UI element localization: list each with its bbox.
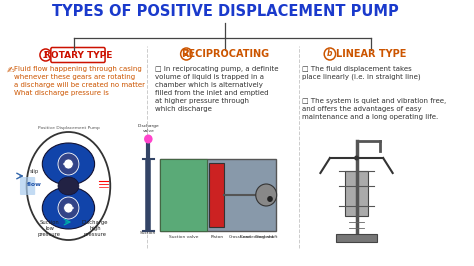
Text: Fluid flow happening through casing
whenever these gears are rotating
a discharg: Fluid flow happening through casing when…: [14, 66, 145, 96]
Circle shape: [354, 156, 359, 160]
Text: Suction valve: Suction valve: [169, 235, 198, 239]
Circle shape: [256, 184, 277, 206]
Circle shape: [58, 197, 79, 219]
Text: Positive Displacement Pump: Positive Displacement Pump: [37, 126, 100, 130]
Text: 1: 1: [43, 51, 48, 60]
Ellipse shape: [42, 143, 95, 185]
Text: □ The system is quiet and vibration free,
and offers the advantages of easy
main: □ The system is quiet and vibration free…: [302, 98, 447, 120]
Text: Suction
low
pressure: Suction low pressure: [38, 220, 61, 236]
Text: b: b: [327, 49, 333, 59]
Text: □ In reciprocating pump, a definite
volume of liquid is trapped in a
chamber whi: □ In reciprocating pump, a definite volu…: [155, 66, 278, 112]
Text: Discharge
high
pressure: Discharge high pressure: [82, 220, 109, 236]
Ellipse shape: [42, 187, 95, 229]
Text: Connecting rod: Connecting rod: [240, 235, 273, 239]
FancyBboxPatch shape: [336, 234, 377, 242]
Text: LINEAR TYPE: LINEAR TYPE: [336, 49, 406, 59]
Text: Crosshead: Crosshead: [229, 235, 252, 239]
Text: RECIPROCATING: RECIPROCATING: [181, 49, 269, 59]
FancyBboxPatch shape: [345, 171, 368, 216]
Text: flow: flow: [27, 181, 42, 186]
FancyBboxPatch shape: [209, 163, 224, 227]
Text: □ The fluid displacement takes
place linearly (i.e. in straight line): □ The fluid displacement takes place lin…: [302, 66, 421, 81]
Ellipse shape: [27, 132, 110, 240]
Text: ✍: ✍: [7, 66, 14, 75]
Text: Suction: Suction: [140, 231, 156, 235]
Text: ROTARY TYPE: ROTARY TYPE: [44, 51, 112, 60]
Ellipse shape: [58, 177, 79, 195]
Text: TYPES OF POSITIVE DISPLACEMENT PUMP: TYPES OF POSITIVE DISPLACEMENT PUMP: [52, 5, 399, 19]
Circle shape: [64, 159, 73, 169]
Circle shape: [267, 196, 273, 202]
FancyBboxPatch shape: [51, 48, 105, 63]
Circle shape: [144, 135, 153, 143]
FancyBboxPatch shape: [160, 159, 207, 231]
FancyBboxPatch shape: [20, 177, 35, 195]
Circle shape: [64, 203, 73, 213]
Text: Crankshaft: Crankshaft: [255, 235, 278, 239]
FancyBboxPatch shape: [160, 159, 276, 231]
Circle shape: [58, 153, 79, 175]
Text: Piston: Piston: [210, 235, 223, 239]
Text: 2: 2: [184, 49, 189, 59]
Text: Discharge
valve: Discharge valve: [137, 124, 159, 133]
Text: slip: slip: [29, 168, 39, 173]
